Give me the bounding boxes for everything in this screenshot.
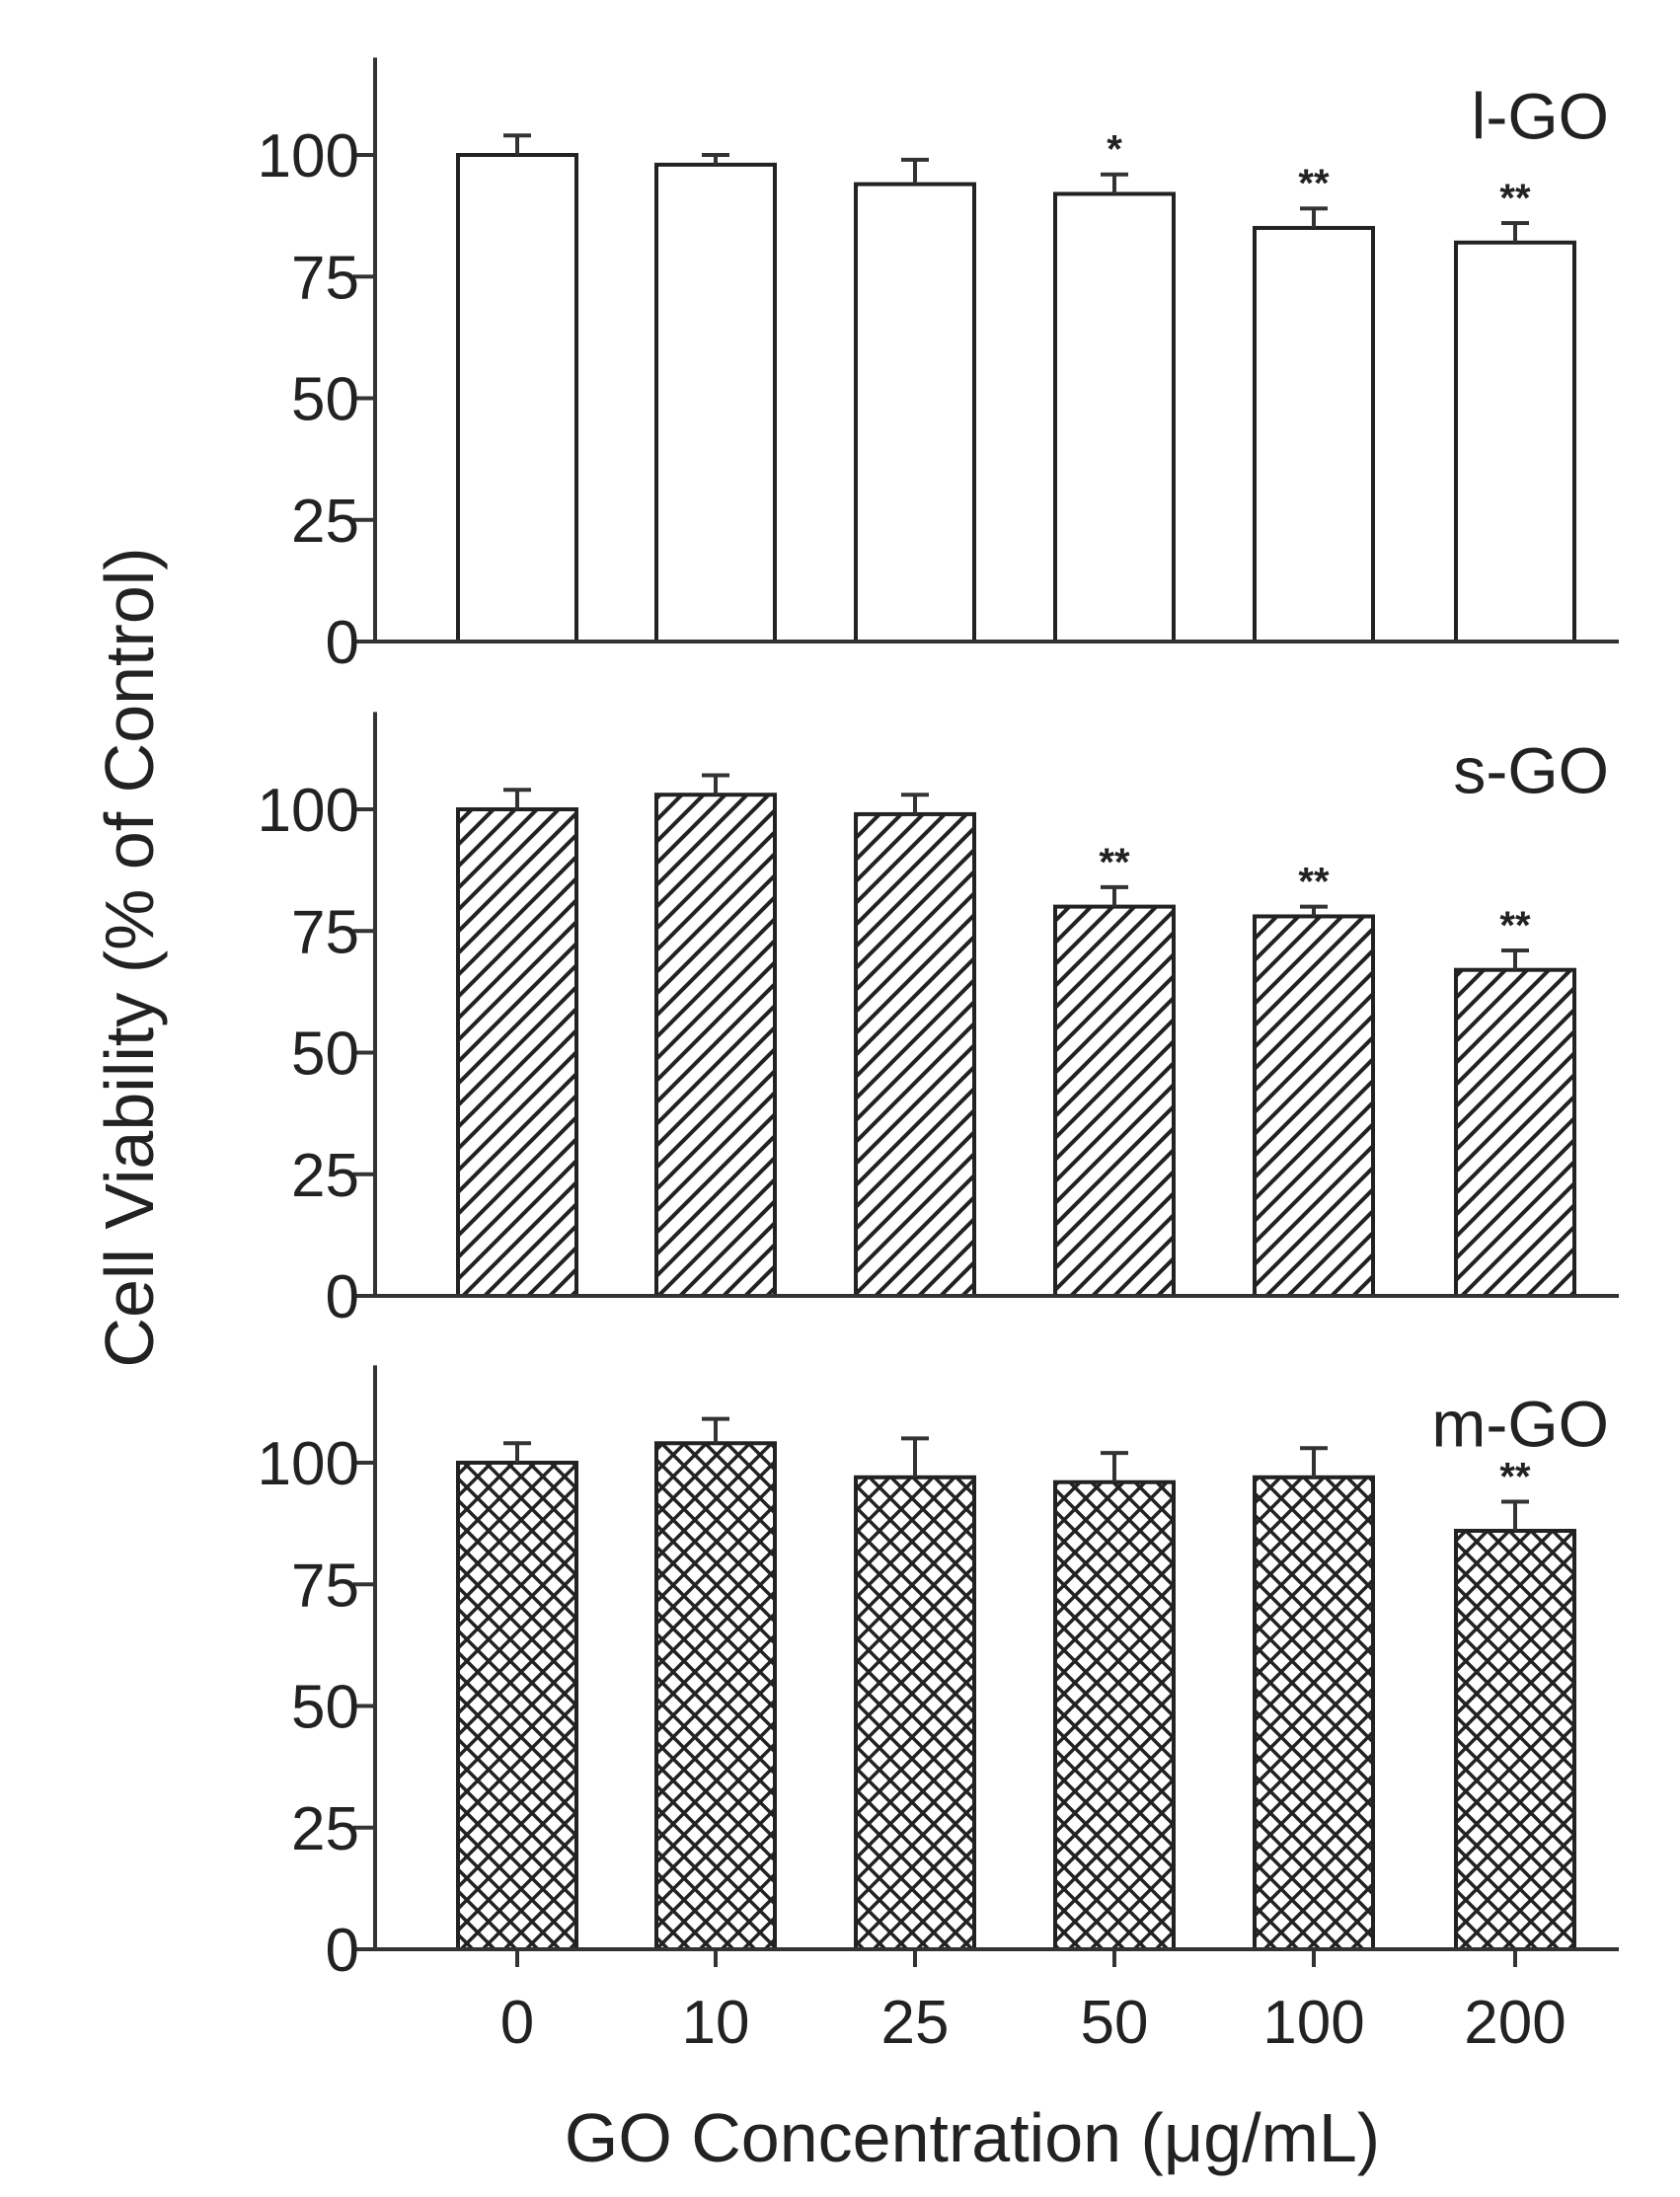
bar-l-GO-200	[1454, 240, 1576, 644]
bar-m-GO-200	[1454, 1529, 1576, 1952]
y-tick-label: 0	[326, 609, 359, 677]
y-tick-label: 25	[291, 1142, 359, 1210]
panel-s-GO: ** ** ** 0 25 50 75 100 s-GO	[258, 712, 1619, 1331]
y-axis-title: Cell Viability (% of Control)	[91, 547, 168, 1367]
y-tick-label: 100	[258, 777, 359, 845]
bar-m-GO-10	[654, 1441, 777, 1951]
bar-l-GO-25	[854, 182, 976, 644]
panel-label: m-GO	[1431, 1387, 1609, 1460]
y-tick-label: 0	[326, 1263, 359, 1331]
bar-l-GO-10	[654, 162, 777, 644]
bar-l-GO-50	[1053, 191, 1176, 644]
bar-s-GO-200	[1454, 967, 1576, 1298]
significance-marker: **	[1499, 904, 1531, 947]
panel-label: l-GO	[1472, 79, 1609, 152]
y-tick-label: 75	[291, 244, 359, 312]
bar-s-GO-25	[854, 811, 976, 1298]
y-tick-label: 50	[291, 1021, 359, 1089]
significance-marker: **	[1298, 162, 1330, 205]
bar-m-GO-25	[854, 1475, 976, 1952]
bar-m-GO-100	[1253, 1475, 1375, 1952]
x-tick-label: 0	[500, 1989, 534, 2057]
x-tick-label: 50	[1081, 1989, 1149, 2057]
bar-s-GO-100	[1253, 914, 1375, 1299]
significance-marker: **	[1298, 861, 1330, 904]
bar-s-GO-0	[456, 807, 578, 1298]
y-tick-label: 50	[291, 366, 359, 434]
bar-m-GO-50	[1053, 1479, 1176, 1951]
y-tick-label: 100	[258, 1430, 359, 1498]
x-tick-label: 200	[1464, 1989, 1565, 2057]
x-tick-label: 10	[682, 1989, 750, 2057]
x-tick-label: 25	[881, 1989, 950, 2057]
y-tick-label: 25	[291, 1795, 359, 1863]
panel-m-GO: ** 0 25 50 75 100 m-GO	[258, 1365, 1619, 1985]
x-tick-labels: 0 10 25 50 100 200	[500, 1949, 1566, 2057]
significance-marker: **	[1099, 841, 1130, 884]
significance-marker: **	[1499, 1455, 1531, 1498]
bar-l-GO-0	[456, 153, 578, 644]
y-tick-label: 50	[291, 1674, 359, 1742]
bar-l-GO-100	[1253, 225, 1375, 644]
bar-s-GO-50	[1053, 904, 1176, 1298]
y-tick-label: 100	[258, 122, 359, 190]
bar-m-GO-0	[456, 1461, 578, 1951]
y-tick-label: 75	[291, 898, 359, 966]
bar-s-GO-10	[654, 793, 777, 1299]
y-tick-label: 25	[291, 488, 359, 556]
x-axis-title: GO Concentration (μg/mL)	[565, 2099, 1380, 2176]
significance-marker: *	[1107, 128, 1122, 172]
y-tick-label: 0	[326, 1917, 359, 1985]
x-tick-label: 100	[1262, 1989, 1364, 2057]
significance-marker: **	[1499, 177, 1531, 220]
panel-label: s-GO	[1453, 733, 1609, 806]
y-tick-label: 75	[291, 1552, 359, 1620]
